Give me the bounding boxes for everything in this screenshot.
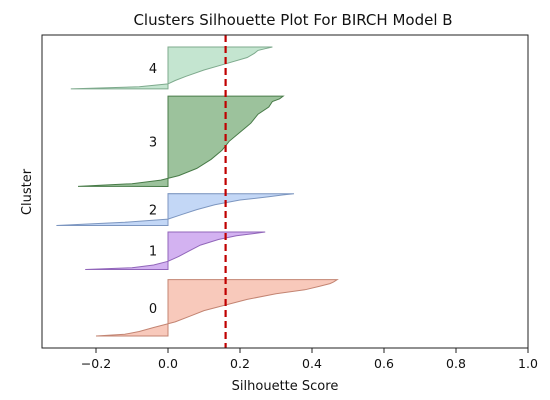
cluster-3-silhouette (77, 95, 285, 187)
x-axis-label: Silhouette Score (232, 379, 339, 394)
cluster-group (56, 46, 339, 337)
cluster-2-silhouette (56, 193, 295, 226)
cluster-labels: 0 1 2 3 4 (149, 62, 157, 317)
cluster-label-3: 3 (149, 135, 157, 150)
cluster-4-silhouette (70, 46, 273, 90)
cluster-label-2: 2 (149, 204, 157, 219)
plot-frame (41, 34, 529, 349)
cluster-label-4: 4 (149, 62, 157, 77)
cluster-0-silhouette (95, 279, 339, 337)
x-axis-ticks: −0.2 0.0 0.2 0.4 0.6 0.8 1.0 (81, 348, 538, 371)
cluster-label-0: 0 (149, 302, 157, 317)
x-tick-label: 0.6 (374, 356, 394, 371)
x-tick-label: −0.2 (81, 356, 111, 371)
cluster-1-silhouette (85, 231, 266, 271)
y-axis-label: Cluster (20, 168, 35, 215)
x-tick-label: 0.8 (446, 356, 466, 371)
x-tick-label: 0.0 (158, 356, 178, 371)
x-tick-label: 0.2 (230, 356, 250, 371)
cluster-label-1: 1 (149, 245, 157, 260)
chart-title: Clusters Silhouette Plot For BIRCH Model… (133, 11, 452, 29)
x-tick-label: 0.4 (302, 356, 322, 371)
x-tick-label: 1.0 (518, 356, 538, 371)
